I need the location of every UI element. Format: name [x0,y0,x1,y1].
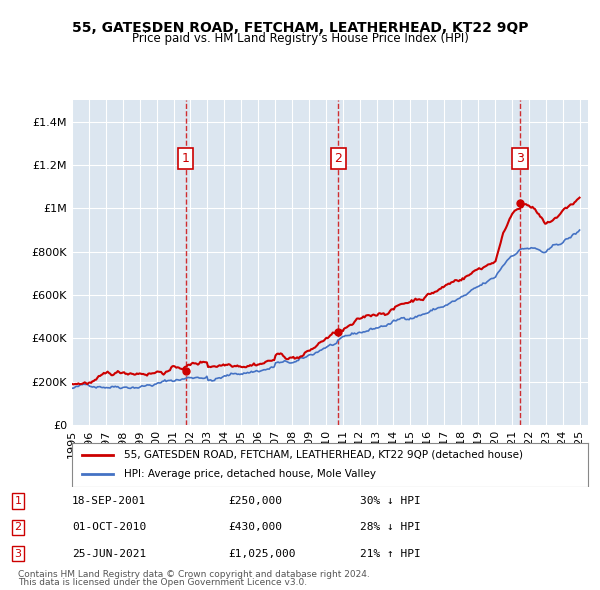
Text: 3: 3 [14,549,22,559]
Text: 55, GATESDEN ROAD, FETCHAM, LEATHERHEAD, KT22 9QP: 55, GATESDEN ROAD, FETCHAM, LEATHERHEAD,… [72,21,528,35]
Text: 25-JUN-2021: 25-JUN-2021 [72,549,146,559]
Text: 18-SEP-2001: 18-SEP-2001 [72,496,146,506]
Text: 55, GATESDEN ROAD, FETCHAM, LEATHERHEAD, KT22 9QP (detached house): 55, GATESDEN ROAD, FETCHAM, LEATHERHEAD,… [124,450,523,460]
Text: HPI: Average price, detached house, Mole Valley: HPI: Average price, detached house, Mole… [124,470,376,479]
Text: 01-OCT-2010: 01-OCT-2010 [72,522,146,532]
Text: Price paid vs. HM Land Registry's House Price Index (HPI): Price paid vs. HM Land Registry's House … [131,32,469,45]
Text: 1: 1 [182,152,190,165]
Text: This data is licensed under the Open Government Licence v3.0.: This data is licensed under the Open Gov… [18,578,307,587]
Text: 2: 2 [335,152,343,165]
Text: 3: 3 [516,152,524,165]
Text: 28% ↓ HPI: 28% ↓ HPI [360,522,421,532]
Text: 21% ↑ HPI: 21% ↑ HPI [360,549,421,559]
Text: £1,025,000: £1,025,000 [228,549,296,559]
Text: £430,000: £430,000 [228,522,282,532]
Text: £250,000: £250,000 [228,496,282,506]
Text: 30% ↓ HPI: 30% ↓ HPI [360,496,421,506]
Text: Contains HM Land Registry data © Crown copyright and database right 2024.: Contains HM Land Registry data © Crown c… [18,571,370,579]
Text: 2: 2 [14,522,22,532]
Text: 1: 1 [14,496,22,506]
